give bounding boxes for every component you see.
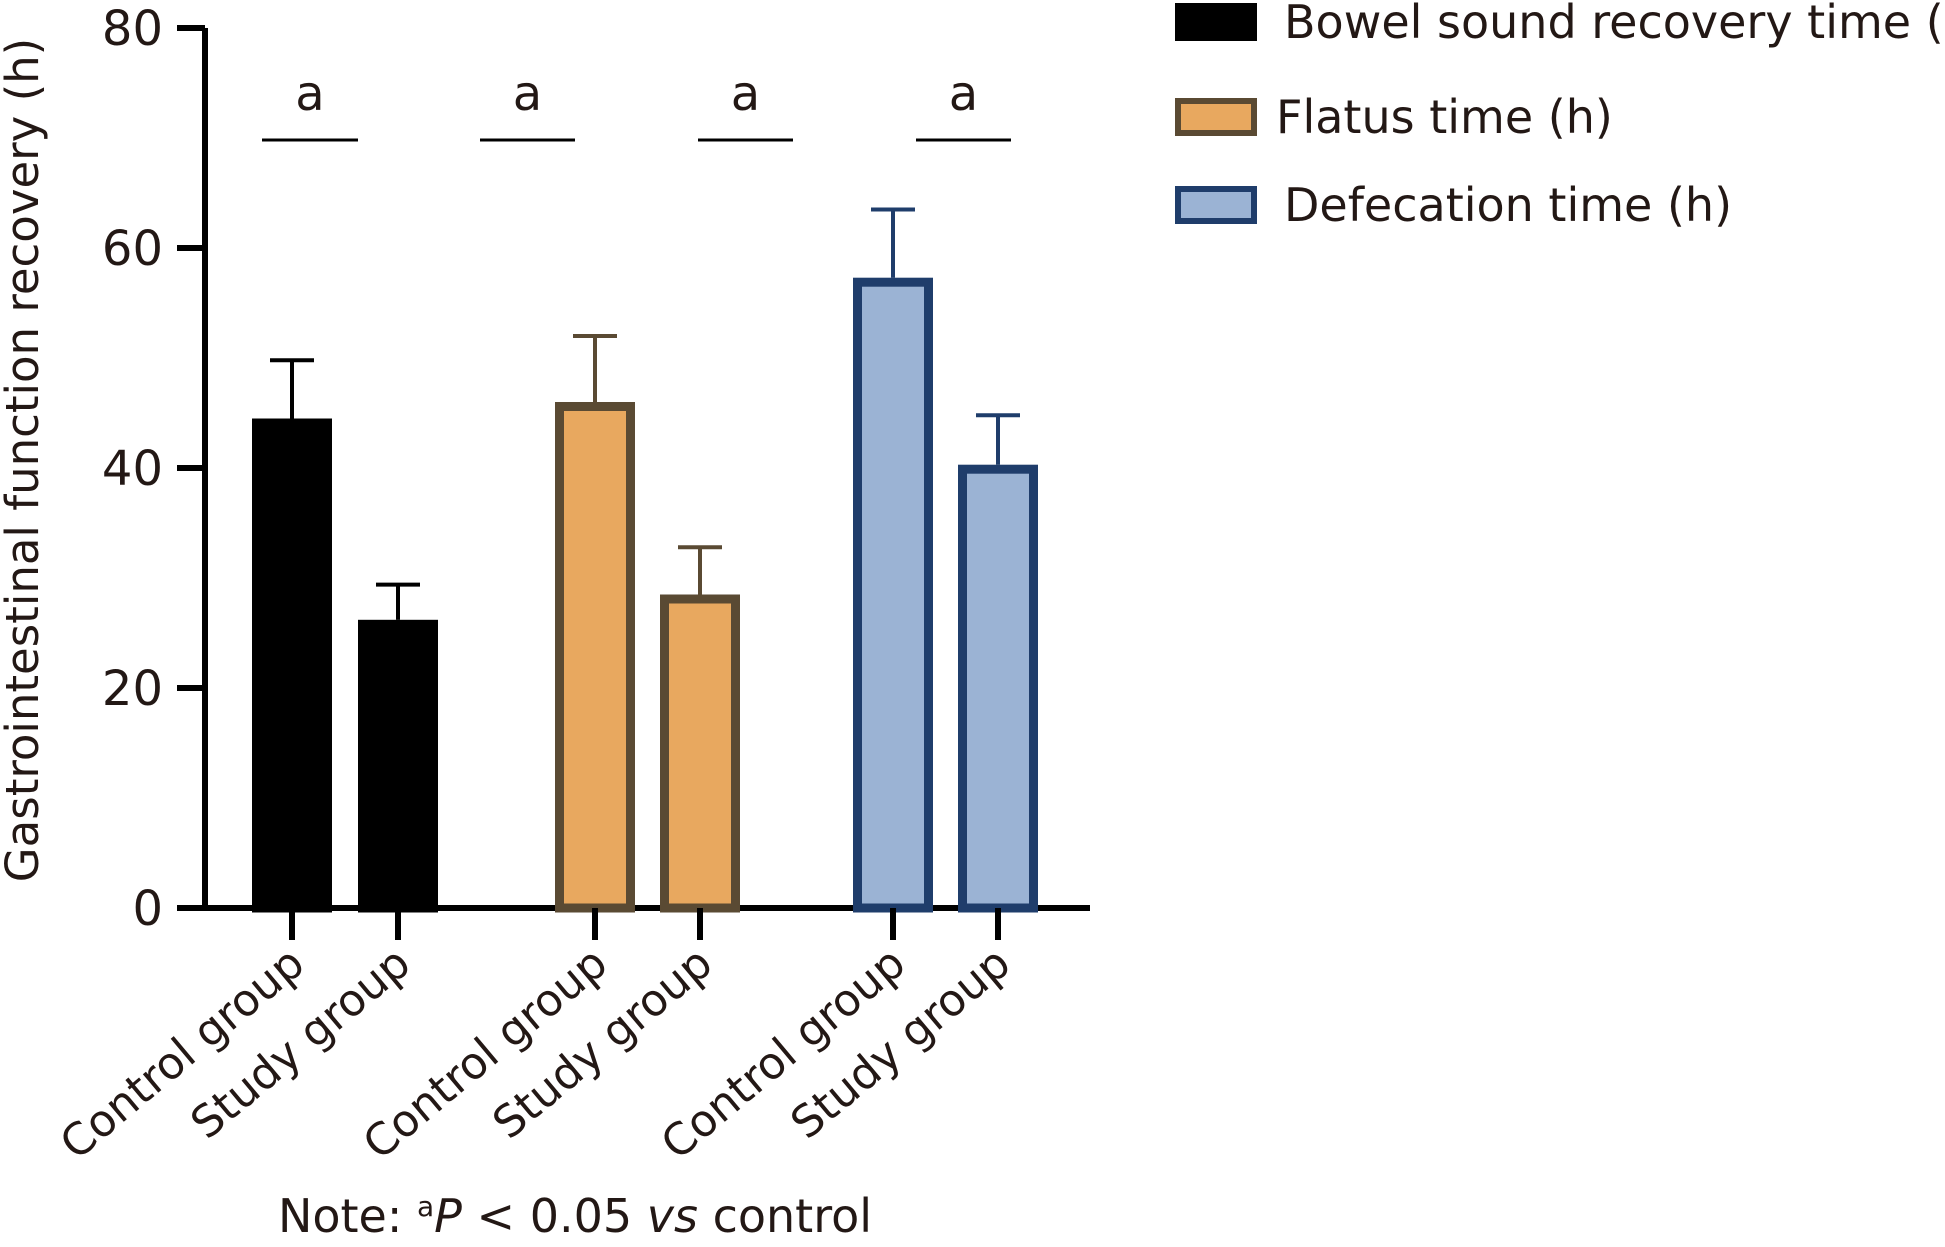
y-tick-label: 20	[102, 661, 163, 717]
y-tick-label: 40	[102, 441, 163, 497]
bar	[252, 418, 332, 913]
legend: Bowel sound recovery time (h) Flatus time…	[1175, 0, 1945, 232]
significance-mark: a	[295, 66, 324, 122]
footnote-part: vs	[647, 1189, 698, 1242]
footnote-superscript: a	[417, 1190, 434, 1223]
significance-mark: a	[513, 66, 542, 122]
footnote: Note: aP < 0.05 vs control	[278, 1189, 872, 1242]
significance-mark: a	[949, 66, 978, 122]
footnote-part: P	[434, 1189, 462, 1242]
footnote-part: Note:	[278, 1189, 417, 1242]
bar	[853, 277, 933, 913]
legend-label: Defecation time (h)	[1284, 178, 1732, 232]
bar	[660, 594, 740, 913]
bar	[555, 402, 635, 913]
legend-swatch	[1175, 98, 1257, 136]
bar	[958, 464, 1038, 913]
legend-swatch	[1175, 3, 1257, 41]
y-tick-label: 80	[102, 1, 163, 57]
significance-mark: a	[731, 66, 760, 122]
legend-label: Bowel sound recovery time (h)	[1284, 0, 1945, 49]
bar	[358, 619, 438, 913]
footnote-part: control	[698, 1189, 872, 1242]
footnote-part: < 0.05	[462, 1189, 647, 1242]
y-tick-label: 60	[102, 221, 163, 277]
y-axis-title: Gastrointestinal function recovery (h)	[0, 38, 49, 882]
y-tick-label: 0	[132, 881, 163, 937]
legend-label: Flatus time (h)	[1276, 90, 1613, 144]
legend-swatch	[1175, 186, 1257, 224]
